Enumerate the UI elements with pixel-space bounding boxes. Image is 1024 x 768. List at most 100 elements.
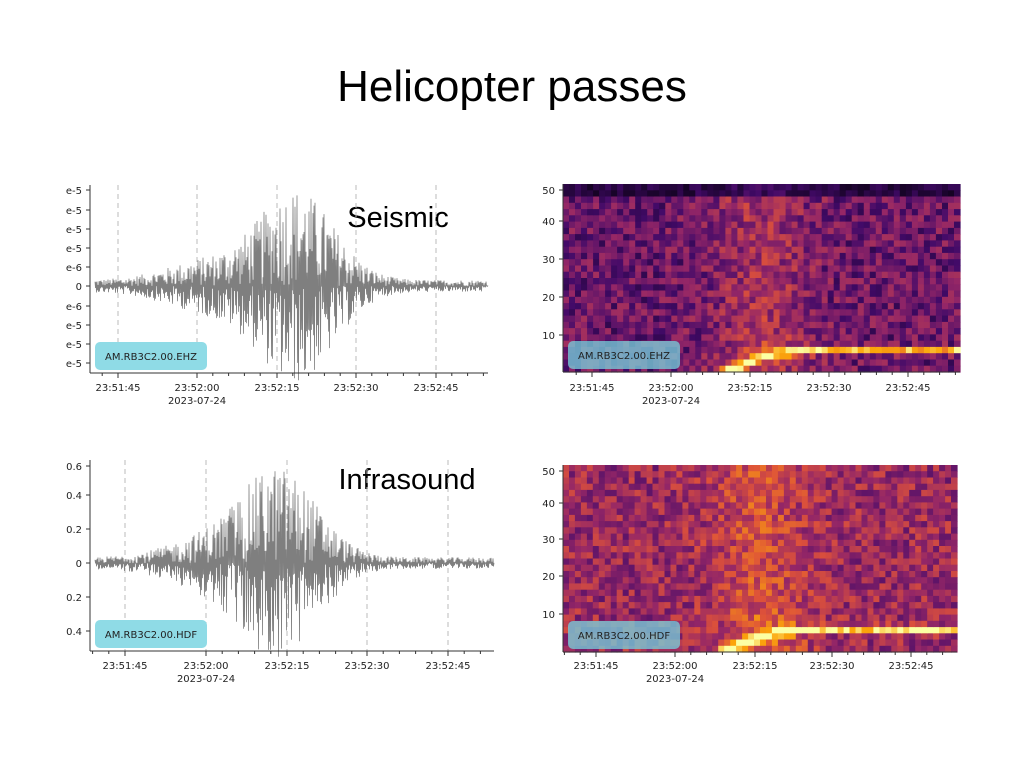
spectrogram-cell — [935, 346, 943, 354]
spectrogram-cell — [885, 627, 892, 634]
spectrogram-cell — [580, 571, 588, 578]
spectrogram-cell — [760, 521, 767, 528]
spectrogram-cell — [825, 577, 833, 584]
spectrogram-cell — [605, 240, 612, 248]
spectrogram-cell — [951, 577, 958, 584]
spectrogram-cell — [748, 521, 755, 528]
spectrogram-cell — [598, 608, 606, 616]
spectrogram-cell — [743, 221, 751, 229]
spectrogram-cell — [915, 589, 922, 597]
spectrogram-cell — [899, 196, 907, 204]
spectrogram-cell — [755, 202, 763, 210]
spectrogram-cell — [929, 196, 937, 204]
spectrogram-cell — [724, 521, 731, 528]
spectrogram-cell — [760, 489, 767, 497]
spectrogram-cell — [819, 508, 827, 516]
spectrogram-cell — [700, 571, 707, 578]
spectrogram-cell — [803, 202, 811, 210]
spectrogram-cell — [837, 633, 845, 641]
spectrogram-cell — [713, 340, 720, 348]
spectrogram-cell — [724, 589, 731, 597]
spectrogram-cell — [777, 608, 785, 616]
spectrogram-cell — [605, 309, 612, 317]
spectrogram-cell — [664, 595, 672, 603]
spectrogram-cell — [879, 508, 886, 516]
spectrogram-cell — [604, 552, 612, 560]
spectrogram-cell — [646, 558, 654, 566]
spectrogram-cell — [676, 645, 683, 653]
spectrogram-cell — [694, 483, 701, 491]
spectrogram-cell — [766, 552, 773, 560]
spectrogram-cell — [789, 471, 797, 478]
spectrogram-cell — [677, 221, 684, 229]
spectrogram-cell — [671, 328, 678, 335]
spectrogram-cell — [783, 595, 791, 603]
spectrogram-cell — [569, 527, 576, 535]
spectrogram-cell — [875, 202, 883, 210]
spectrogram-cell — [652, 595, 660, 603]
spectrogram-cell — [593, 190, 600, 198]
spectrogram-cell — [605, 265, 612, 273]
spectrogram-cell — [843, 583, 851, 591]
spectrogram-cell — [634, 465, 642, 472]
spectrogram-cell — [587, 271, 594, 279]
spectrogram-cell — [730, 645, 737, 653]
spectrogram-cell — [797, 252, 805, 260]
spectrogram-cell — [815, 284, 823, 292]
spectrogram-cell — [707, 202, 714, 210]
spectrogram-cell — [789, 571, 797, 578]
spectrogram-cell — [921, 564, 928, 572]
spectrogram-cell — [719, 278, 726, 285]
spectrogram-cell — [945, 583, 952, 591]
spectrogram-cell — [761, 221, 769, 229]
spectrogram-cell — [831, 645, 839, 653]
spectrogram-cell — [915, 539, 922, 547]
spectrogram-cell — [785, 353, 793, 361]
spectrogram-cell — [617, 252, 624, 260]
spectrogram-cell — [911, 359, 919, 367]
spectrogram-cell — [670, 583, 678, 591]
spectrogram-cell — [731, 328, 738, 335]
spectrogram-cell — [929, 259, 937, 267]
spectrogram-cell — [682, 639, 689, 647]
spectrogram-cell — [777, 527, 785, 535]
spectrogram-cell — [712, 645, 719, 653]
spectrogram-cell — [867, 502, 875, 510]
spectrogram-cell — [801, 508, 809, 516]
spectrogram-cell — [851, 284, 859, 292]
spectrogram-cell — [917, 271, 925, 279]
spectrogram-cell — [623, 221, 630, 229]
spectrogram-cell — [563, 321, 570, 329]
spectrogram-cell — [927, 489, 934, 497]
spectrogram-cell — [939, 521, 946, 528]
spectrogram-cell — [825, 639, 833, 647]
spectrogram-cell — [917, 221, 925, 229]
spectrogram-cell — [586, 471, 594, 478]
spectrogram-cell — [646, 465, 654, 472]
spectrogram-cell — [682, 571, 689, 578]
spectrogram-cell — [754, 489, 761, 497]
spectrogram-cell — [634, 602, 642, 609]
spectrogram-cell — [682, 502, 689, 510]
spectrogram-cell — [833, 365, 841, 373]
spectrogram-cell — [748, 527, 755, 535]
spectrogram-cell — [951, 608, 958, 616]
spectrogram-cell — [939, 645, 946, 653]
spectrogram-cell — [665, 234, 672, 241]
spectrogram-cell — [742, 564, 749, 572]
spectrogram-cell — [754, 602, 761, 609]
spectrogram-cell — [713, 215, 720, 223]
spectrogram-cell — [581, 184, 588, 191]
spectrogram-cell — [575, 290, 582, 298]
spectrogram-cell — [761, 309, 769, 317]
spectrogram-cell — [700, 489, 707, 497]
spectrogram-cell — [807, 489, 815, 497]
spectrogram-cell — [748, 620, 755, 628]
spectrogram-cell — [617, 221, 624, 229]
spectrogram-cell — [903, 589, 910, 597]
spectrogram-cell — [819, 546, 827, 553]
spectrogram-cell — [843, 521, 851, 528]
spectrogram-cell — [833, 278, 841, 285]
spectrogram-cell — [783, 558, 791, 566]
